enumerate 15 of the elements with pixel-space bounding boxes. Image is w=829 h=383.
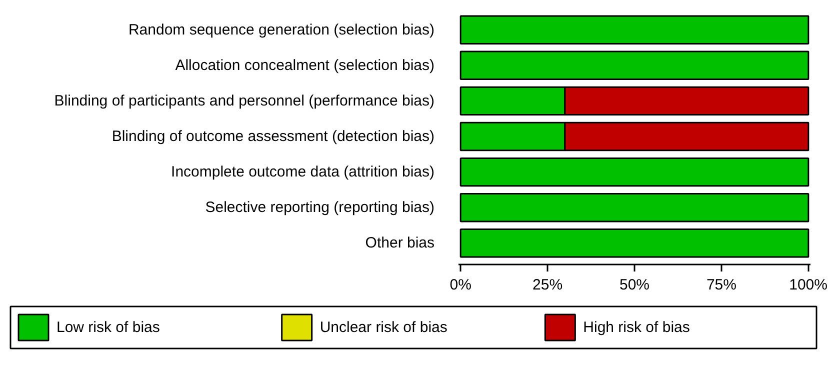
y-tick-label: Incomplete outcome data (attrition bias) (171, 164, 435, 181)
x-tick-label: 50% (619, 276, 650, 294)
x-tick-label: 0% (450, 276, 472, 294)
y-tick-label: Other bias (365, 234, 435, 252)
legend-label: High risk of bias (583, 319, 690, 336)
x-tick-label: 100% (789, 276, 828, 294)
y-tick-label: Random sequence generation (selection bias) (128, 21, 435, 38)
x-tick-label: 75% (706, 276, 736, 294)
y-tick-label: Blinding of participants and personnel (performance bias) (54, 92, 435, 110)
y-tick-label: Blinding of outcome assessment (detection bias) (112, 128, 435, 145)
x-tick-label: 25% (532, 276, 563, 294)
y-tick-label: Allocation concealment (selection bias) (175, 56, 435, 74)
legend-label: Unclear risk of bias (320, 319, 448, 336)
y-tick-label: Selective reporting (reporting bias) (205, 199, 435, 216)
legend-label: Low risk of bias (56, 319, 160, 336)
